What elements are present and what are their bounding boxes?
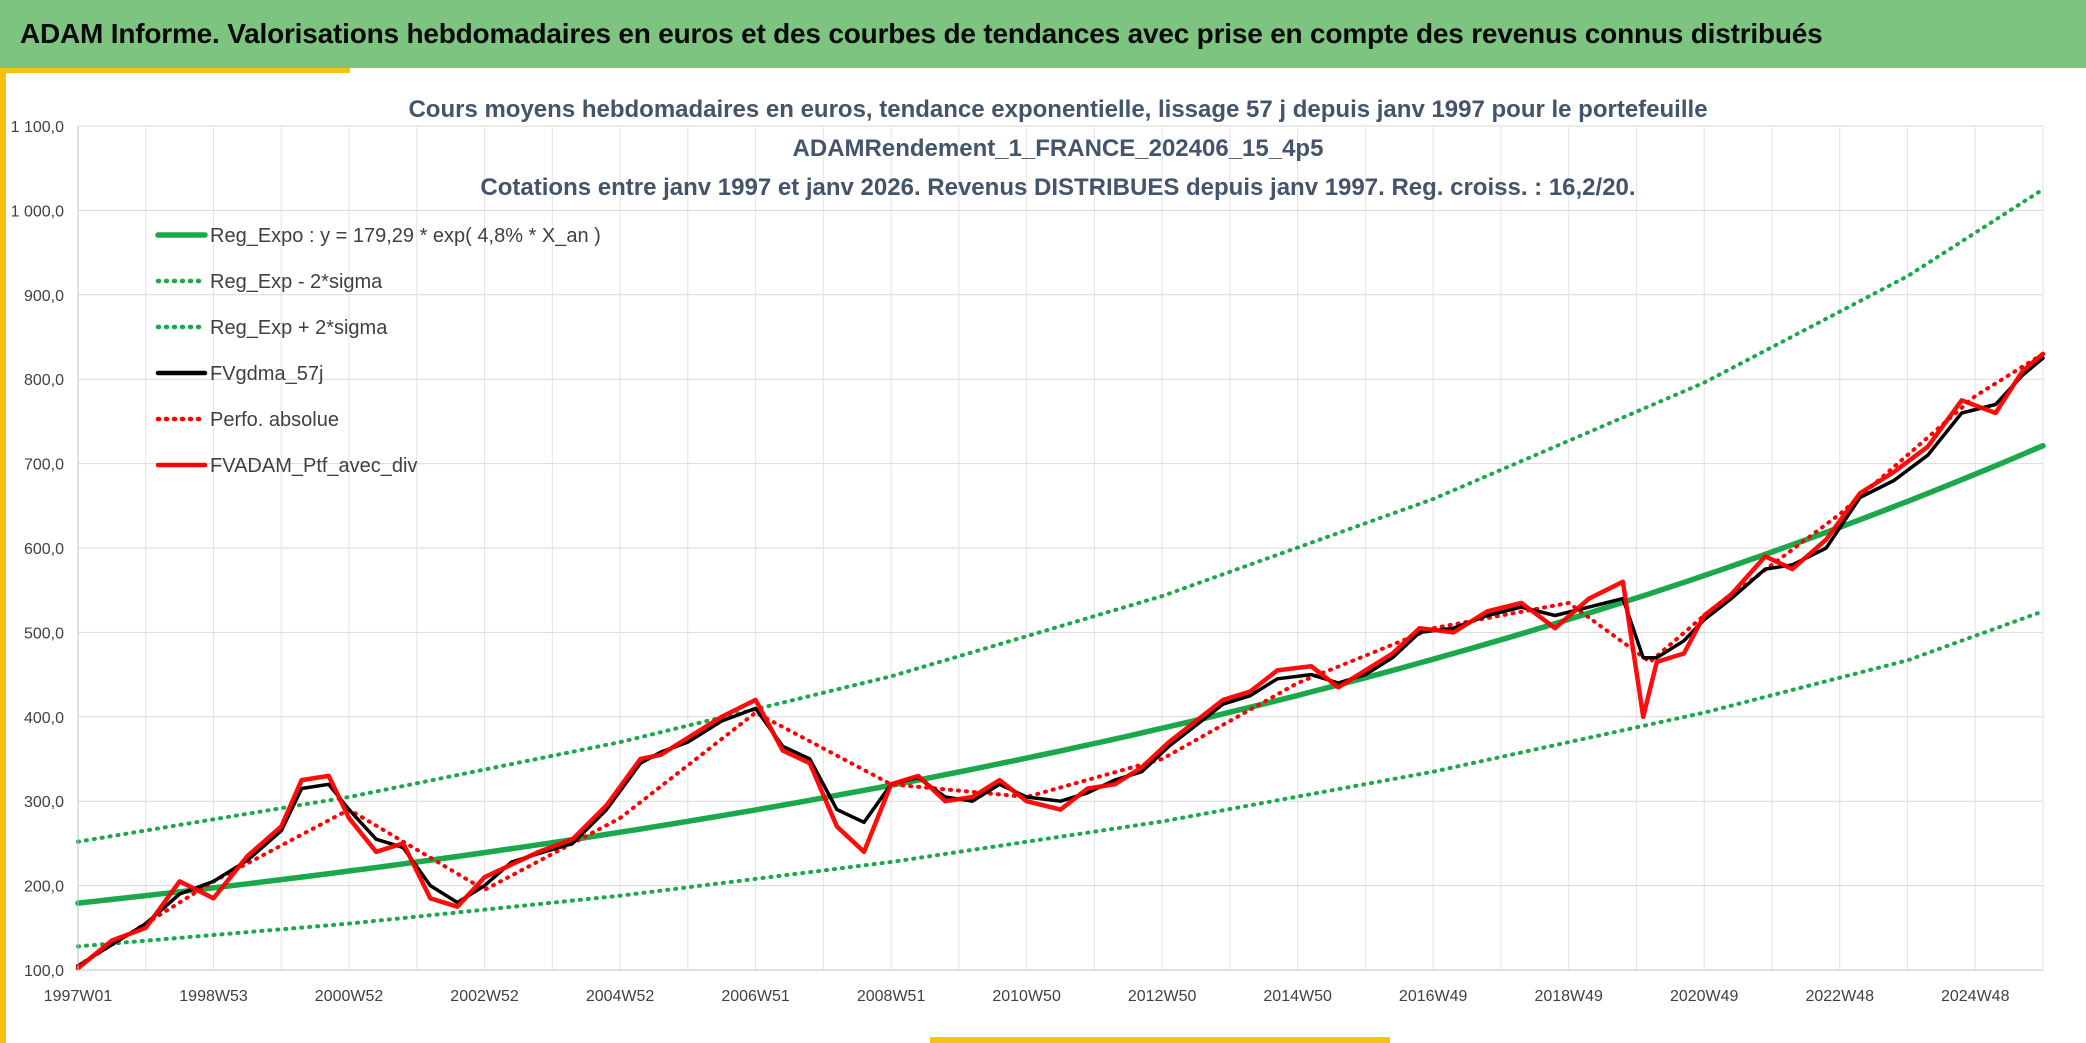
legend-entry: Reg_Exp - 2*sigma [210,271,383,293]
legend-entry: FVADAM_Ptf_avec_div [210,455,418,477]
y-tick-label: 300,0 [24,794,64,811]
series-line-4 [76,351,2045,968]
chart-title-line-2: ADAMRendement_1_FRANCE_202406_15_4p5 [793,135,1324,162]
chart-title: Cours moyens hebdomadaires en euros, ten… [408,96,1707,201]
y-tick-label: 600,0 [24,541,64,558]
x-tick-label: 2020W49 [1670,988,1739,1005]
x-tick-label: 2008W51 [857,988,926,1005]
series-line-2 [76,187,2045,844]
y-tick-label: 1 100,0 [11,119,64,136]
x-tick-label: 2018W49 [1534,988,1603,1005]
x-tick-label: 2010W50 [992,988,1061,1005]
x-tick-label: 1998W53 [179,988,248,1005]
x-tick-label: 1997W01 [44,988,113,1005]
x-tick-label: 2024W48 [1941,988,2010,1005]
accent-bar-top [0,68,350,73]
x-tick-label: 2022W48 [1805,988,1874,1005]
x-tick-label: 2002W52 [450,988,519,1005]
series-line-0 [75,442,2046,906]
legend-entry: Reg_Exp + 2*sigma [210,317,388,339]
y-tick-label: 400,0 [24,710,64,727]
accent-bar-left [0,68,6,1043]
y-tick-label: 700,0 [24,457,64,474]
chart-title-line-1: Cours moyens hebdomadaires en euros, ten… [408,96,1707,123]
page-title: ADAM Informe. Valorisations hebdomadaire… [20,18,1823,49]
page-header: ADAM Informe. Valorisations hebdomadaire… [0,0,2086,68]
accent-bar-bottom [930,1037,1390,1043]
y-tick-label: 500,0 [24,625,64,642]
y-tick-label: 1 000,0 [11,203,64,220]
legend-entry: Perfo. absolue [210,409,339,431]
chart-grid [77,125,2044,971]
legend-entry: Reg_Expo : y = 179,29 * exp( 4,8% * X_an… [210,225,601,247]
chart-title-line-3: Cotations entre janv 1997 et janv 2026. … [480,174,1635,201]
series-line-1 [76,609,2045,949]
chart-axes: 100,0 200,0 300,0 400,0 500,0 600,0 700,0 800,0… [11,119,2043,1005]
y-tick-label: 100,0 [24,963,64,980]
y-tick-label: 800,0 [24,372,64,389]
chart-series [75,187,2046,971]
x-tick-label: 2004W52 [586,988,655,1005]
x-tick-label: 2000W52 [315,988,384,1005]
x-tick-label: 2006W51 [721,988,790,1005]
x-tick-label: 2014W50 [1263,988,1332,1005]
series-line-5 [75,351,2046,971]
y-tick-label: 200,0 [24,879,64,896]
x-tick-label: 2016W49 [1399,988,1468,1005]
y-tick-label: 900,0 [24,288,64,305]
chart-legend: Reg_Expo : y = 179,29 * exp( 4,8% * X_an… [155,225,601,477]
legend-entry: FVgdma_57j [210,363,323,385]
series-line-3 [76,356,2045,968]
x-tick-label: 2012W50 [1128,988,1197,1005]
